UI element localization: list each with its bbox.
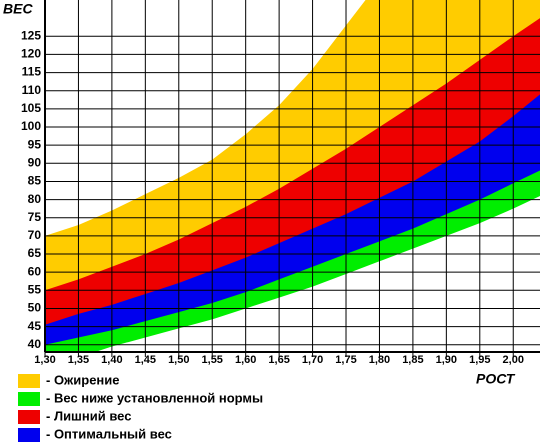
y-tick-label: 115 xyxy=(22,65,42,79)
x-tick-label: 1,30 xyxy=(34,354,55,366)
y-tick-label: 65 xyxy=(28,246,42,260)
x-tick-label: 2,00 xyxy=(503,354,524,366)
x-tick-label: 1,70 xyxy=(302,354,323,366)
plot-area xyxy=(45,0,540,352)
y-tick-label: 125 xyxy=(21,28,41,42)
y-tick-label: 120 xyxy=(21,47,41,61)
x-tick-label: 1,95 xyxy=(469,354,490,366)
legend-swatch xyxy=(18,410,40,424)
y-tick-label: 40 xyxy=(28,337,42,351)
y-tick-label: 110 xyxy=(22,83,42,97)
x-tick-label: 1,35 xyxy=(68,354,89,366)
grid xyxy=(44,0,540,352)
y-tick-label: 55 xyxy=(28,282,42,296)
y-tick-label: 45 xyxy=(28,319,42,333)
y-tick-label: 80 xyxy=(28,192,42,206)
legend-label: - Оптимальный вес xyxy=(46,426,172,441)
legend-swatch xyxy=(18,428,40,442)
area xyxy=(95,195,540,352)
y-axis-title: ВЕС xyxy=(3,1,33,17)
x-tick-label: 1,40 xyxy=(101,354,122,366)
x-tick-label: 1,65 xyxy=(268,354,289,366)
x-axis-title: РОСТ xyxy=(476,371,516,387)
y-tick-label: 50 xyxy=(28,301,42,315)
y-tick-label: 100 xyxy=(21,119,41,133)
y-tick-label: 70 xyxy=(28,228,42,242)
x-tick-label: 1,90 xyxy=(436,354,457,366)
y-tick-label: 85 xyxy=(28,174,42,188)
x-tick-label: 1,80 xyxy=(369,354,390,366)
y-tick-label: 90 xyxy=(28,155,42,169)
legend-swatch xyxy=(18,374,40,388)
x-tick-label: 1,55 xyxy=(202,354,223,366)
legend-swatch xyxy=(18,392,40,406)
x-tick-label: 1,50 xyxy=(168,354,189,366)
legend-label: - Лишний вес xyxy=(46,408,131,423)
x-tick-label: 1,85 xyxy=(402,354,423,366)
x-tick-label: 1,75 xyxy=(335,354,356,366)
y-tick-label: 60 xyxy=(28,264,42,278)
legend-label: - Ожирение xyxy=(46,372,120,387)
x-tick-label: 1,45 xyxy=(135,354,156,366)
legend-label: - Вес ниже установленной нормы xyxy=(46,390,263,405)
y-tick-label: 75 xyxy=(28,210,42,224)
y-tick-label: 105 xyxy=(21,101,41,115)
x-tick-label: 1,60 xyxy=(235,354,256,366)
y-tick-label: 95 xyxy=(28,137,42,151)
